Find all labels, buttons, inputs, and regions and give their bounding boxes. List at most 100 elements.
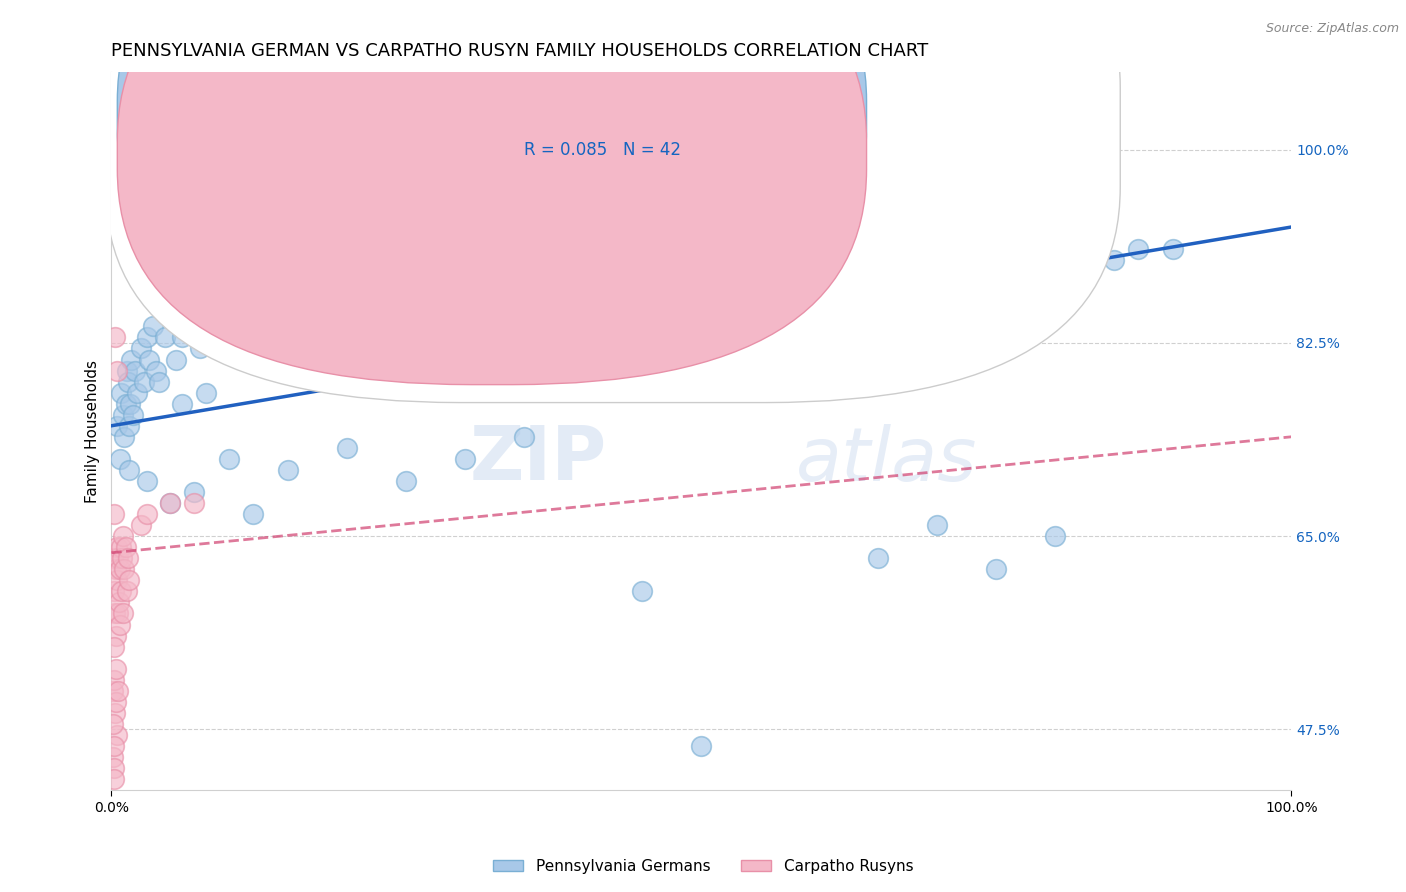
FancyBboxPatch shape [117,0,866,384]
Point [172,397,194,411]
Point [188,342,211,356]
Point [749,319,772,334]
Point [172,330,194,344]
Point [105,418,128,433]
Text: atlas: atlas [796,424,977,496]
Point [112,408,135,422]
Point [148,375,170,389]
Point [124,219,146,234]
Point [135,507,157,521]
Point [183,496,205,510]
Point [986,562,1008,576]
Point [927,518,949,533]
Point [1163,242,1185,256]
Point [114,540,136,554]
Point [121,408,143,422]
Point [159,496,181,510]
Point [336,330,359,344]
Point [513,430,536,444]
Point [103,673,125,687]
Point [112,562,135,576]
Point [110,584,132,599]
Point [277,319,299,334]
Point [104,662,127,676]
Point [135,474,157,488]
FancyBboxPatch shape [117,0,866,345]
Point [153,330,176,344]
Point [104,562,127,576]
Point [290,286,312,301]
Point [118,463,141,477]
Text: R = 0.085   N = 42: R = 0.085 N = 42 [524,141,682,159]
Point [489,231,512,245]
Point [105,728,128,742]
Point [117,551,139,566]
Point [103,761,125,775]
Point [138,352,160,367]
Point [231,309,253,323]
Point [1045,529,1067,543]
Point [105,629,128,643]
Point [114,397,136,411]
Point [103,640,125,654]
Point [110,385,132,400]
Point [103,772,125,786]
Point [120,397,142,411]
Point [524,275,547,289]
Point [135,330,157,344]
Point [101,551,124,566]
Point [124,363,146,377]
Point [631,584,654,599]
Point [111,551,134,566]
Point [108,451,131,466]
Point [101,750,124,764]
Point [1104,253,1126,268]
Point [112,430,135,444]
Point [104,330,127,344]
Point [105,695,128,709]
Point [253,297,276,311]
Point [129,342,152,356]
Point [104,607,127,621]
Point [336,441,359,455]
Point [301,309,323,323]
Point [165,352,187,367]
Point [1126,242,1149,256]
Point [115,363,138,377]
Point [118,418,141,433]
Point [242,330,264,344]
Point [110,540,132,554]
Point [277,463,299,477]
Point [201,286,224,301]
Point [360,286,382,301]
Point [112,529,135,543]
Point [108,595,131,609]
Point [105,363,128,377]
Point [183,485,205,500]
Text: PENNSYLVANIA GERMAN VS CARPATHO RUSYN FAMILY HOUSEHOLDS CORRELATION CHART: PENNSYLVANIA GERMAN VS CARPATHO RUSYN FA… [111,42,928,60]
Point [103,739,125,753]
Y-axis label: Family Households: Family Households [86,359,100,503]
Point [107,607,129,621]
Point [145,363,167,377]
Point [108,562,131,576]
Point [690,297,713,311]
Point [159,496,181,510]
Point [212,330,235,344]
Point [218,275,240,289]
Point [107,551,129,566]
Point [129,242,152,256]
Point [103,507,125,521]
Point [808,286,831,301]
Point [101,717,124,731]
Point [104,706,127,720]
Text: Source: ZipAtlas.com: Source: ZipAtlas.com [1265,22,1399,36]
Point [142,275,165,289]
FancyBboxPatch shape [105,0,1121,402]
Point [111,607,134,621]
Point [107,683,129,698]
Point [134,375,156,389]
Point [395,474,418,488]
Point [312,253,335,268]
Text: ZIP: ZIP [470,424,607,497]
